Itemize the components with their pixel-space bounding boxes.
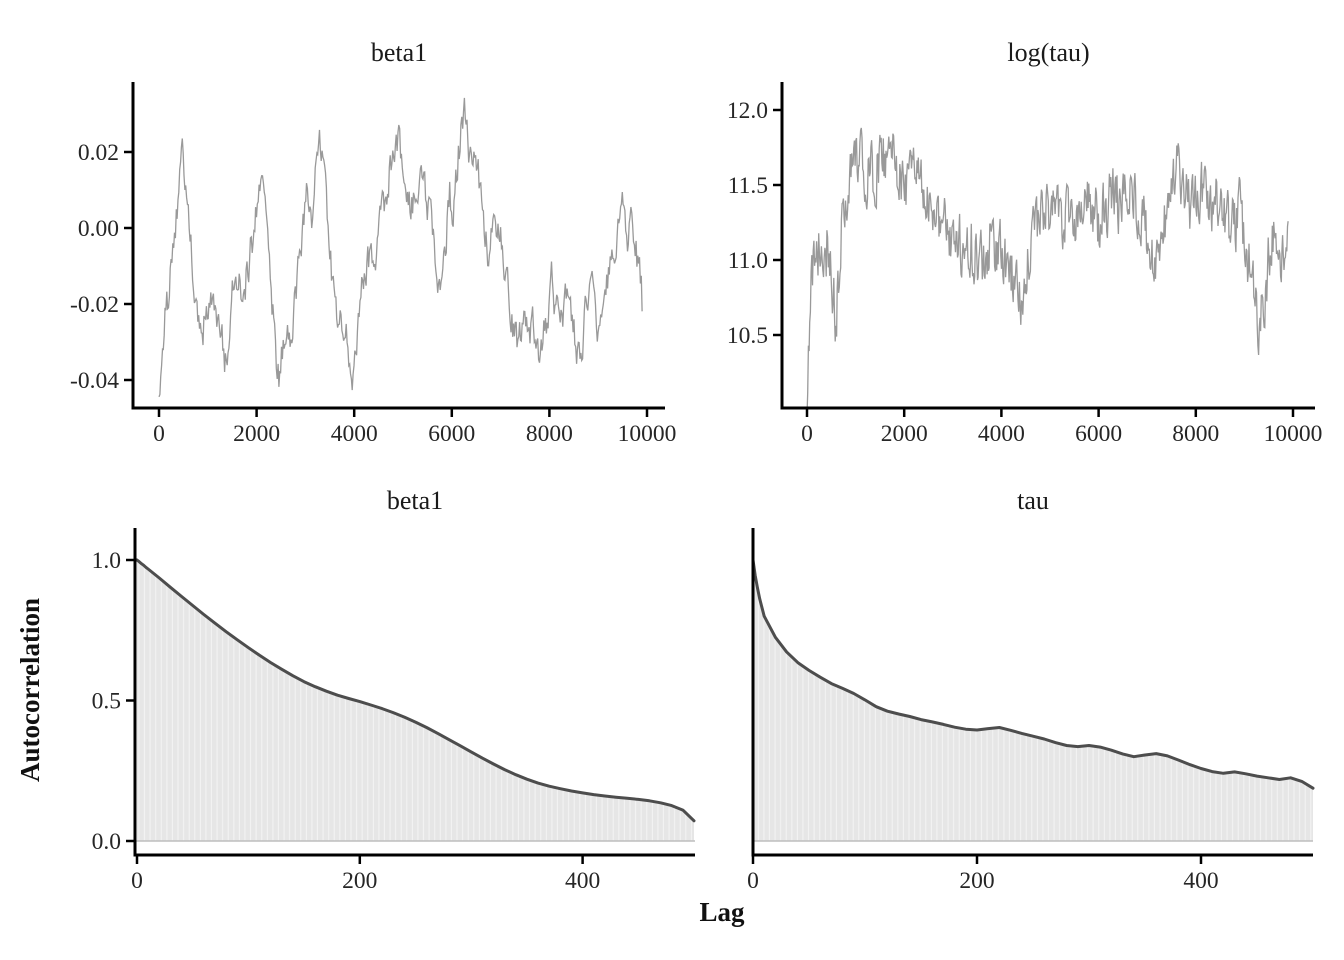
x-axis-label-lag: Lag	[699, 897, 745, 927]
svg-text:12.0: 12.0	[727, 98, 768, 124]
svg-text:400: 400	[565, 868, 600, 894]
panel-title-acf-beta1: beta1	[386, 486, 444, 515]
panel-title-trace-logtau: log(tau)	[1007, 38, 1090, 67]
svg-text:400: 400	[1183, 868, 1218, 894]
svg-text:4000: 4000	[331, 421, 378, 447]
svg-text:6000: 6000	[428, 421, 475, 447]
svg-text:8000: 8000	[1172, 421, 1219, 447]
svg-text:11.5: 11.5	[728, 173, 768, 199]
svg-text:200: 200	[342, 868, 377, 894]
svg-text:0: 0	[153, 421, 165, 447]
svg-text:2000: 2000	[881, 421, 928, 447]
y-axis-label-autocorrelation: Autocorrelation	[15, 598, 45, 782]
svg-text:10000: 10000	[1264, 421, 1323, 447]
svg-text:4000: 4000	[978, 421, 1025, 447]
svg-text:10.5: 10.5	[727, 323, 768, 349]
svg-text:0.00: 0.00	[78, 216, 119, 242]
svg-text:200: 200	[959, 868, 994, 894]
svg-text:6000: 6000	[1075, 421, 1122, 447]
svg-text:0: 0	[747, 868, 759, 894]
svg-text:0.5: 0.5	[92, 689, 121, 715]
svg-text:0: 0	[131, 868, 143, 894]
svg-text:0.02: 0.02	[78, 140, 119, 166]
svg-text:0.0: 0.0	[92, 829, 121, 855]
svg-text:11.0: 11.0	[728, 248, 768, 274]
svg-text:1.0: 1.0	[92, 548, 121, 574]
svg-text:2000: 2000	[233, 421, 280, 447]
panel-title-trace-beta1: beta1	[370, 38, 428, 67]
svg-text:10000: 10000	[618, 421, 677, 447]
svg-text:8000: 8000	[526, 421, 573, 447]
svg-text:-0.04: -0.04	[70, 368, 119, 394]
svg-text:-0.02: -0.02	[70, 292, 119, 318]
panel-title-acf-tau: tau	[1017, 486, 1049, 515]
svg-text:0: 0	[801, 421, 813, 447]
